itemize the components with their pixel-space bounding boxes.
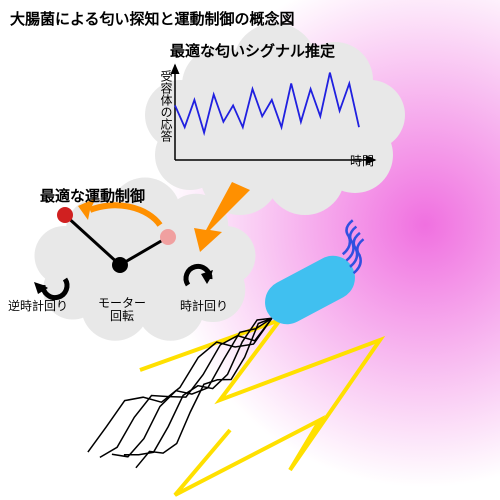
ccw-label: 逆時計回り xyxy=(8,300,68,313)
diagram-title: 大腸菌による匂い探知と運動制御の概念図 xyxy=(10,8,295,29)
motor-control-title: 最適な運動制御 xyxy=(40,185,145,206)
cw-label: 時計回り xyxy=(180,300,228,313)
motor-label: モーター回転 xyxy=(98,297,146,323)
y-axis-label: 受容体の応答 xyxy=(158,70,175,142)
signal-estimation-title: 最適な匂いシグナル推定 xyxy=(170,40,335,61)
diagram-canvas xyxy=(0,0,500,500)
x-axis-label: 時間 xyxy=(350,152,374,169)
